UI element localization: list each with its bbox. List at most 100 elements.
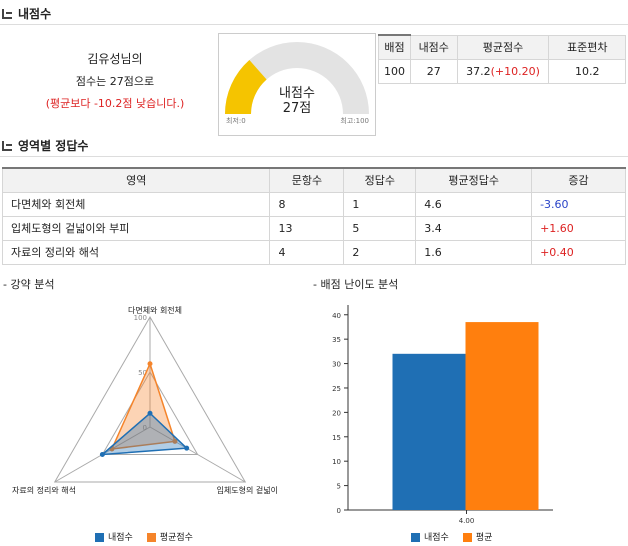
legend-label: 내점수: [108, 533, 133, 543]
x-tick-label: 4.00: [459, 517, 475, 525]
table-row: 다면체와 회전체 8 1 4.6 -3.60: [1, 191, 626, 217]
legend-swatch: [462, 533, 472, 542]
area-header-delta: 증감: [531, 167, 626, 193]
student-name: 김유성님의: [87, 52, 143, 66]
stats-total: 100: [378, 58, 411, 84]
area-header-area: 영역: [1, 167, 271, 193]
radar-series-area: [100, 412, 189, 456]
area-count: 13: [269, 215, 345, 241]
area-delta: -3.60: [531, 191, 626, 217]
area-header-avg: 평균정답수: [415, 167, 533, 193]
legend-label: 내점수: [424, 533, 449, 543]
bar-legend: 내점수 평균: [411, 530, 492, 543]
section-heading-icon: [2, 8, 14, 19]
radar-axis-label: 자료의 정리와 해석: [12, 485, 76, 495]
area-count: 8: [269, 191, 345, 217]
score-stats-table: 배점 내점수 평균점수 표준편차 100 27 37.2(+10.20) 10.…: [378, 34, 626, 84]
legend-item: 내점수: [95, 530, 133, 543]
radar-tick-label: 0: [143, 424, 147, 432]
radar-point: [184, 445, 190, 451]
table-row: 자료의 정리와 해석 4 2 1.6 +0.40: [1, 239, 626, 265]
divider: [0, 156, 628, 157]
radar-legend: 내점수 평균점수: [95, 530, 193, 543]
area-delta: +1.60: [531, 215, 626, 241]
gauge-value: 27점: [283, 101, 312, 116]
legend-swatch: [95, 533, 104, 542]
legend-item: 내점수: [411, 530, 449, 543]
radar-grid-ring: [53, 315, 247, 483]
gauge-track: [225, 42, 369, 115]
area-delta: +0.40: [531, 239, 626, 265]
area-correct: 2: [343, 239, 417, 265]
bar: [465, 322, 539, 510]
section-title-area-correct: 영역별 정답수: [2, 137, 88, 154]
radar-point: [172, 438, 178, 444]
area-name: 다면체와 회전체: [1, 191, 271, 217]
gauge-chart: 내점수 27점 최저:0 최고:100: [225, 42, 369, 125]
y-tick-label: 15: [332, 434, 341, 442]
legend-label: 평균점수: [159, 533, 193, 543]
area-correct: 1: [343, 191, 417, 217]
radar-axis-line: [149, 426, 246, 483]
area-avg: 4.6: [415, 191, 533, 217]
gauge-min-label: 최저:0: [226, 116, 246, 125]
area-avg: 3.4: [415, 215, 533, 241]
stats-avg: 37.2(+10.20): [456, 58, 550, 84]
legend-item: 평균점수: [146, 530, 193, 543]
score-summary: 김유성님의 점수는 27점으로 (평균보다 -10.2점 낮습니다.): [20, 50, 210, 111]
radar-point: [147, 361, 153, 367]
legend-swatch: [146, 533, 156, 542]
area-avg: 1.6: [415, 239, 533, 265]
radar-tick-label: 100: [134, 314, 147, 322]
stats-header-total: 배점: [378, 34, 411, 60]
y-tick-label: 10: [332, 458, 341, 466]
legend-item: 평균: [462, 530, 493, 543]
radar-axis-label: 다면체와 회전체: [128, 305, 182, 315]
table-row: 입체도형의 겉넓이와 부피 13 5 3.4 +1.60: [1, 215, 626, 241]
radar-point: [99, 452, 105, 457]
area-name: 입체도형의 겉넓이와 부피: [1, 215, 271, 241]
section-title-text: 영역별 정답수: [18, 139, 89, 153]
y-tick-label: 40: [332, 312, 341, 320]
section-title-text: 내점수: [18, 7, 52, 21]
area-correct: 5: [343, 215, 417, 241]
y-tick-label: 30: [332, 361, 341, 369]
gauge-label: 내점수: [279, 86, 315, 101]
score-gauge: 내점수 27점 최저:0 최고:100: [218, 33, 376, 136]
section-title-my-score: 내점수: [2, 5, 51, 22]
area-header-correct: 정답수: [343, 167, 417, 193]
gauge-fill: [225, 59, 267, 114]
difficulty-title: - 배점 난이도 분석: [313, 278, 399, 291]
y-tick-label: 20: [332, 409, 341, 417]
stats-mine: 27: [409, 58, 458, 84]
stats-std: 10.2: [548, 58, 626, 84]
area-count: 4: [269, 239, 345, 265]
stats-header-std: 표준편차: [548, 34, 626, 60]
area-table: 영역 문항수 정답수 평균정답수 증감 다면체와 회전체 8 1 4.6 -3.…: [1, 167, 626, 265]
score-sentence: 점수는 27점으로: [75, 75, 155, 88]
radar-axis-label: 입체도형의 겉넓이: [217, 485, 278, 495]
score-difference: (평균보다 -10.2점 낮습니다.): [45, 97, 185, 110]
stats-header-mine: 내점수: [409, 34, 458, 60]
radar-series-area: [110, 361, 176, 450]
legend-label: 평균: [475, 533, 493, 543]
y-tick-label: 0: [337, 507, 341, 515]
radar-grid-ring: [101, 370, 199, 455]
y-tick-label: 35: [332, 336, 341, 344]
radar-tick-label: 50: [138, 369, 147, 377]
y-tick-label: 25: [332, 385, 341, 393]
stats-avg-base: 37.2: [466, 64, 491, 78]
gauge-max-label: 최고:100: [340, 116, 369, 125]
stats-avg-delta: (+10.20): [490, 64, 540, 78]
weakness-title: - 강약 분석: [3, 278, 55, 291]
area-name: 자료의 정리와 해석: [1, 239, 271, 265]
area-header-count: 문항수: [269, 167, 345, 193]
divider: [0, 24, 628, 25]
stats-header-avg: 평균점수: [456, 34, 550, 60]
radar-point: [147, 410, 153, 416]
bar-chart: 0 5 10 15 20 25 30 35 40 4.00: [332, 305, 553, 525]
y-tick-label: 5: [337, 483, 341, 491]
legend-swatch: [411, 533, 420, 542]
section-heading-icon: [2, 140, 14, 151]
